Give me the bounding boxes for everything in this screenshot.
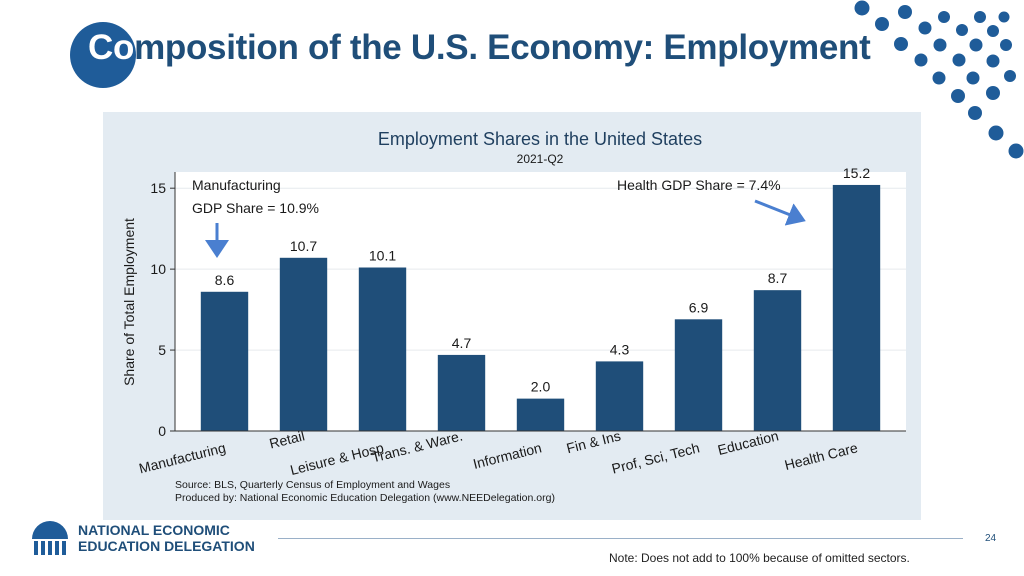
logo-line2: EDUCATION DELEGATION [78, 538, 255, 554]
page-number: 24 [985, 533, 997, 544]
need-logo: NATIONAL ECONOMIC EDUCATION DELEGATION [32, 521, 255, 555]
footer-divider [278, 538, 963, 539]
y-tick-label: 15 [150, 180, 166, 196]
y-axis-label: Share of Total Employment [121, 218, 137, 386]
bar-value-label: 2.0 [531, 379, 551, 395]
logo-line1: NATIONAL ECONOMIC [78, 522, 230, 538]
chart-title: Employment Shares in the United States [378, 129, 702, 149]
bar-value-label: 8.6 [215, 272, 235, 288]
bar [753, 290, 802, 431]
health-annotation: Health GDP Share = 7.4% [617, 177, 781, 193]
slide-title: Composition of the U.S. Economy: Employm… [88, 28, 871, 68]
logo-mark-icon [32, 521, 68, 555]
bar-value-label: 4.3 [610, 341, 630, 357]
health-arrow-icon [754, 199, 806, 226]
bar [358, 267, 407, 431]
chart-producer: Produced by: National Economic Education… [175, 492, 555, 504]
bar-value-label: 6.9 [689, 299, 709, 315]
slide-title-rest: mposition of the U.S. Economy: Employmen… [134, 28, 871, 67]
y-tick-label: 0 [158, 423, 166, 439]
bar-value-label: 8.7 [768, 270, 788, 286]
bar-value-label: 10.1 [369, 248, 396, 264]
employment-bar-chart: Employment Shares in the United States 2… [103, 112, 921, 520]
bar [595, 361, 644, 431]
bar [200, 291, 249, 431]
manufacturing-annotation-line1: Manufacturing [192, 177, 281, 193]
manufacturing-annotation-line2: GDP Share = 10.9% [192, 200, 319, 216]
bar-value-label: 15.2 [843, 165, 870, 181]
bar-value-label: 10.7 [290, 238, 317, 254]
bar [516, 398, 565, 431]
bar [832, 184, 881, 431]
bar-value-label: 4.7 [452, 335, 472, 351]
y-tick-label: 10 [150, 261, 166, 277]
slide-title-highlight: Co [88, 28, 135, 67]
bar [279, 257, 328, 431]
footnote: Note: Does not add to 100% because of om… [609, 551, 910, 565]
chart-subtitle: 2021-Q2 [517, 152, 564, 166]
title-circle-accent [70, 22, 136, 88]
y-tick-label: 5 [158, 342, 166, 358]
bar [674, 319, 723, 431]
chart-panel: Employment Shares in the United States 2… [103, 112, 921, 520]
bar [437, 354, 486, 431]
chart-source: Source: BLS, Quarterly Census of Employm… [175, 479, 450, 491]
